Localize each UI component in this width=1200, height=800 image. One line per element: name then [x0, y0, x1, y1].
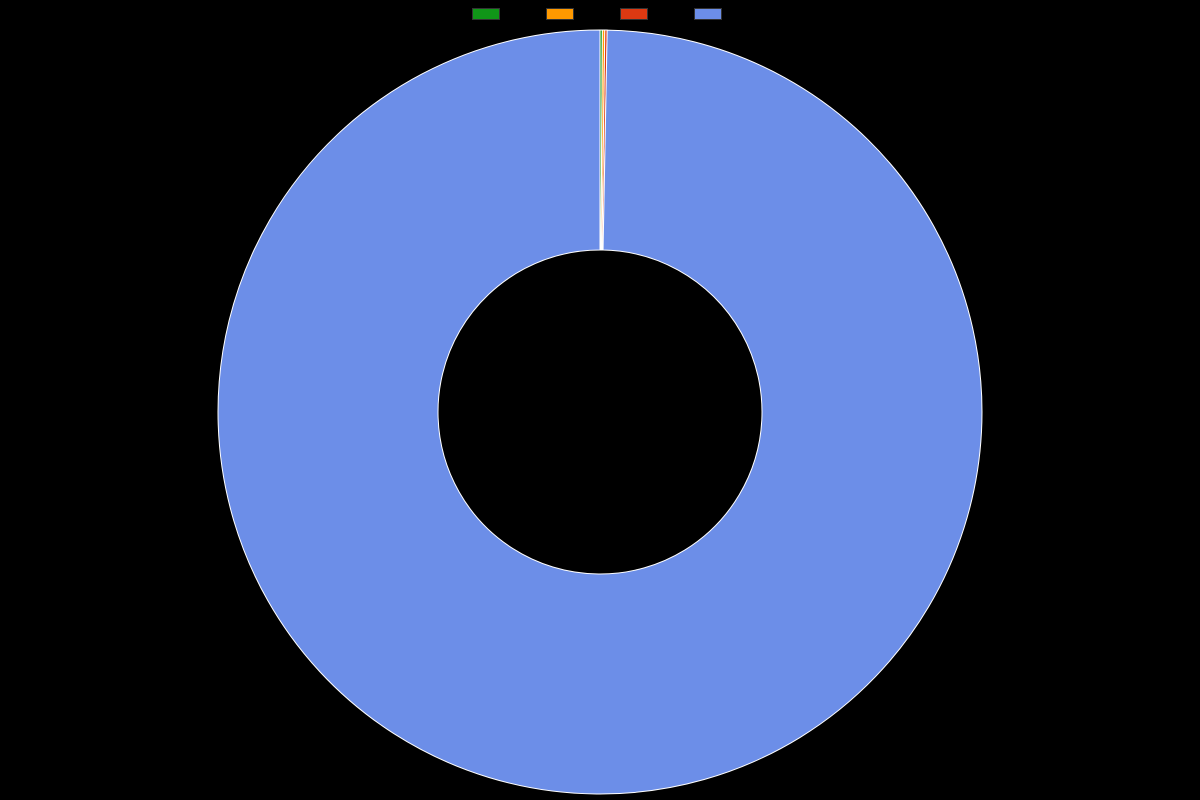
chart-legend [472, 8, 728, 20]
legend-item-2 [620, 8, 654, 20]
legend-swatch-0 [472, 8, 500, 20]
legend-swatch-2 [620, 8, 648, 20]
donut-chart [0, 24, 1200, 800]
donut-chart-container [0, 24, 1200, 800]
legend-item-0 [472, 8, 506, 20]
legend-item-3 [694, 8, 728, 20]
legend-swatch-3 [694, 8, 722, 20]
donut-slice [218, 30, 982, 794]
legend-swatch-1 [546, 8, 574, 20]
legend-item-1 [546, 8, 580, 20]
